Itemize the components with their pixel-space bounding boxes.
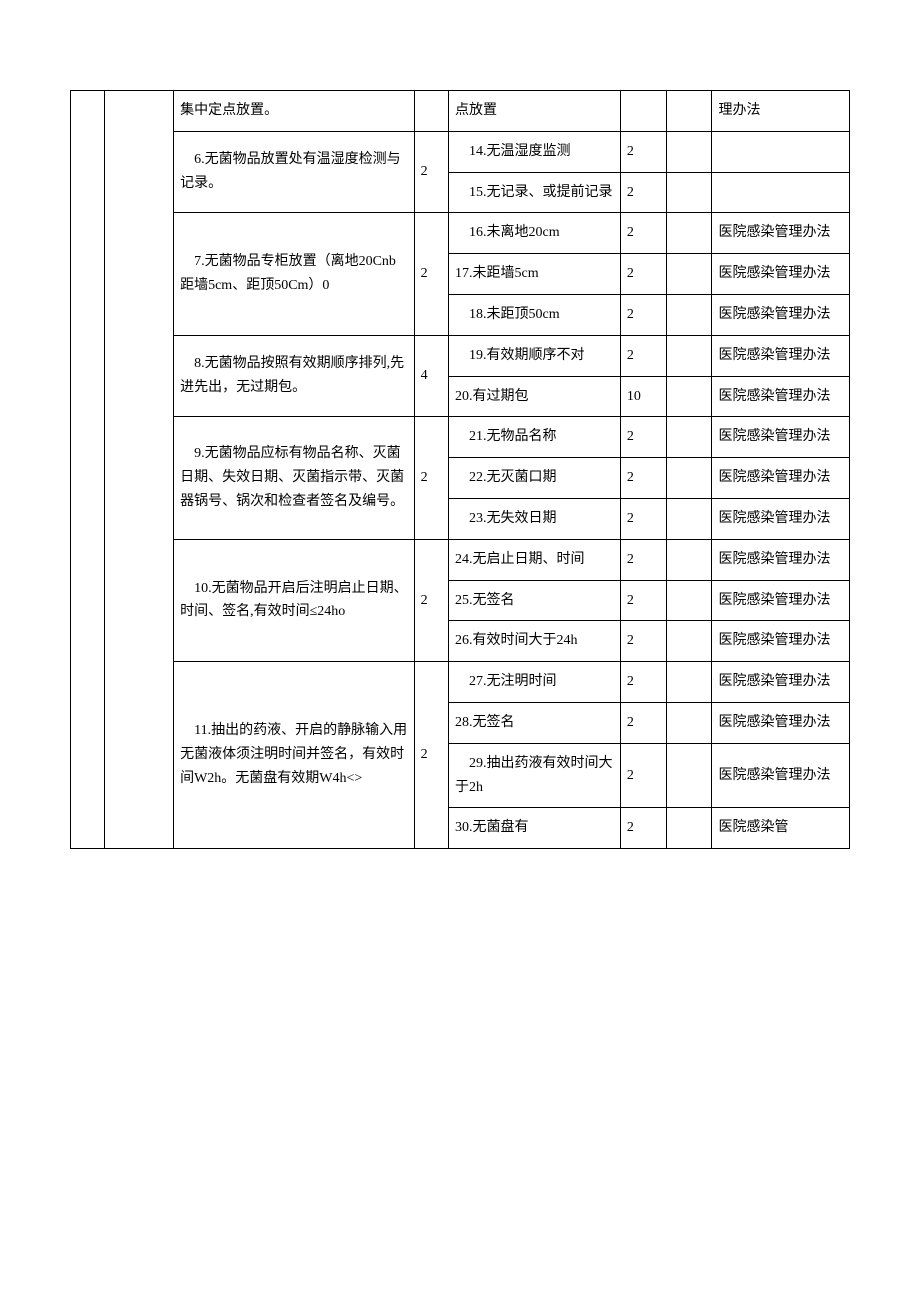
cell-points: 2 [620,417,666,458]
cell-deduction: 25.无签名 [449,580,621,621]
cell-criteria: 8.无菌物品按照有效期顺序排列,先进先出，无过期包。 [174,335,415,417]
cell-basis: 医院感染管理办法 [712,702,850,743]
cell-points: 2 [620,213,666,254]
table-row: 8.无菌物品按照有效期顺序排列,先进先出，无过期包。 4 19.有效期顺序不对 … [71,335,850,376]
table-row: 6.无菌物品放置处有温湿度检测与记录。 2 14.无温湿度监测 2 [71,131,850,172]
cell-basis: 医院感染管理办法 [712,580,850,621]
cell-deduction: 26.有效时间大于24h [449,621,621,662]
cell-basis: 理办法 [712,91,850,132]
cell-points: 2 [620,172,666,213]
cell-blank [666,662,712,703]
cell-col-a [71,91,105,849]
cell-criteria: 10.无菌物品开启后注明启止日期、时间、签名,有效时间≤24ho [174,539,415,661]
cell-score: 2 [414,131,448,213]
cell-deduction: 17.未距墙5cm [449,254,621,295]
cell-blank [666,294,712,335]
cell-criteria: 11.抽出的药液、开启的静脉输入用无菌液体须注明时间并签名，有效时间W2h。无菌… [174,662,415,849]
cell-points: 2 [620,621,666,662]
table-row: 7.无菌物品专柜放置（离地20Cnb距墙5cm、距顶50Cm）0 2 16.未离… [71,213,850,254]
cell-deduction: 21.无物品名称 [449,417,621,458]
cell-basis: 医院感染管理办法 [712,294,850,335]
cell-score: 2 [414,417,448,539]
cell-deduction: 24.无启止日期、时间 [449,539,621,580]
cell-deduction: 22.无灭菌口期 [449,458,621,499]
cell-deduction: 23.无失效日期 [449,498,621,539]
cell-deduction: 27.无注明时间 [449,662,621,703]
cell-blank [666,254,712,295]
cell-blank [666,172,712,213]
cell-points: 2 [620,294,666,335]
cell-blank [666,808,712,849]
cell-points: 2 [620,808,666,849]
document-page: 集中定点放置。 点放置 理办法 6.无菌物品放置处有温湿度检测与记录。 2 14… [0,0,920,849]
cell-col-b [105,91,174,849]
cell-points: 2 [620,539,666,580]
cell-points: 2 [620,498,666,539]
cell-points: 2 [620,131,666,172]
cell-blank [666,417,712,458]
cell-basis: 医院感染管 [712,808,850,849]
cell-basis: 医院感染管理办法 [712,498,850,539]
cell-deduction: 19.有效期顺序不对 [449,335,621,376]
main-table: 集中定点放置。 点放置 理办法 6.无菌物品放置处有温湿度检测与记录。 2 14… [70,90,850,849]
cell-points: 2 [620,702,666,743]
cell-basis: 医院感染管理办法 [712,335,850,376]
cell-criteria: 9.无菌物品应标有物品名称、灭菌日期、失效日期、灭菌指示带、灭菌器锅号、锅次和检… [174,417,415,539]
cell-score: 2 [414,662,448,849]
cell-blank [666,498,712,539]
cell-blank [666,91,712,132]
cell-deduction: 14.无温湿度监测 [449,131,621,172]
cell-blank [666,702,712,743]
cell-blank [666,458,712,499]
cell-score: 2 [414,539,448,661]
cell-deduction: 点放置 [449,91,621,132]
cell-basis: 医院感染管理办法 [712,621,850,662]
cell-points: 2 [620,662,666,703]
table-row: 9.无菌物品应标有物品名称、灭菌日期、失效日期、灭菌指示带、灭菌器锅号、锅次和检… [71,417,850,458]
cell-deduction: 28.无签名 [449,702,621,743]
cell-deduction: 16.未离地20cm [449,213,621,254]
cell-basis: 医院感染管理办法 [712,254,850,295]
cell-points: 2 [620,254,666,295]
cell-basis: 医院感染管理办法 [712,539,850,580]
cell-blank [666,335,712,376]
cell-basis [712,172,850,213]
cell-score: 4 [414,335,448,417]
cell-basis [712,131,850,172]
cell-points: 2 [620,580,666,621]
cell-criteria: 集中定点放置。 [174,91,415,132]
cell-blank [666,376,712,417]
cell-deduction: 30.无菌盘有 [449,808,621,849]
cell-deduction: 20.有过期包 [449,376,621,417]
table-row: 集中定点放置。 点放置 理办法 [71,91,850,132]
cell-points: 2 [620,458,666,499]
cell-criteria: 7.无菌物品专柜放置（离地20Cnb距墙5cm、距顶50Cm）0 [174,213,415,335]
cell-blank [666,743,712,808]
cell-criteria: 6.无菌物品放置处有温湿度检测与记录。 [174,131,415,213]
cell-blank [666,580,712,621]
cell-score [414,91,448,132]
cell-basis: 医院感染管理办法 [712,743,850,808]
cell-basis: 医院感染管理办法 [712,662,850,703]
cell-basis: 医院感染管理办法 [712,213,850,254]
cell-basis: 医院感染管理办法 [712,458,850,499]
cell-blank [666,621,712,662]
cell-deduction: 29.抽出药液有效时间大于2h [449,743,621,808]
cell-deduction: 18.未距顶50cm [449,294,621,335]
cell-points: 2 [620,743,666,808]
table-row: 10.无菌物品开启后注明启止日期、时间、签名,有效时间≤24ho 2 24.无启… [71,539,850,580]
cell-points: 10 [620,376,666,417]
cell-basis: 医院感染管理办法 [712,417,850,458]
cell-points: 2 [620,335,666,376]
cell-blank [666,131,712,172]
cell-basis: 医院感染管理办法 [712,376,850,417]
cell-points [620,91,666,132]
cell-blank [666,213,712,254]
table-row: 11.抽出的药液、开启的静脉输入用无菌液体须注明时间并签名，有效时间W2h。无菌… [71,662,850,703]
cell-deduction: 15.无记录、或提前记录 [449,172,621,213]
cell-score: 2 [414,213,448,335]
cell-blank [666,539,712,580]
